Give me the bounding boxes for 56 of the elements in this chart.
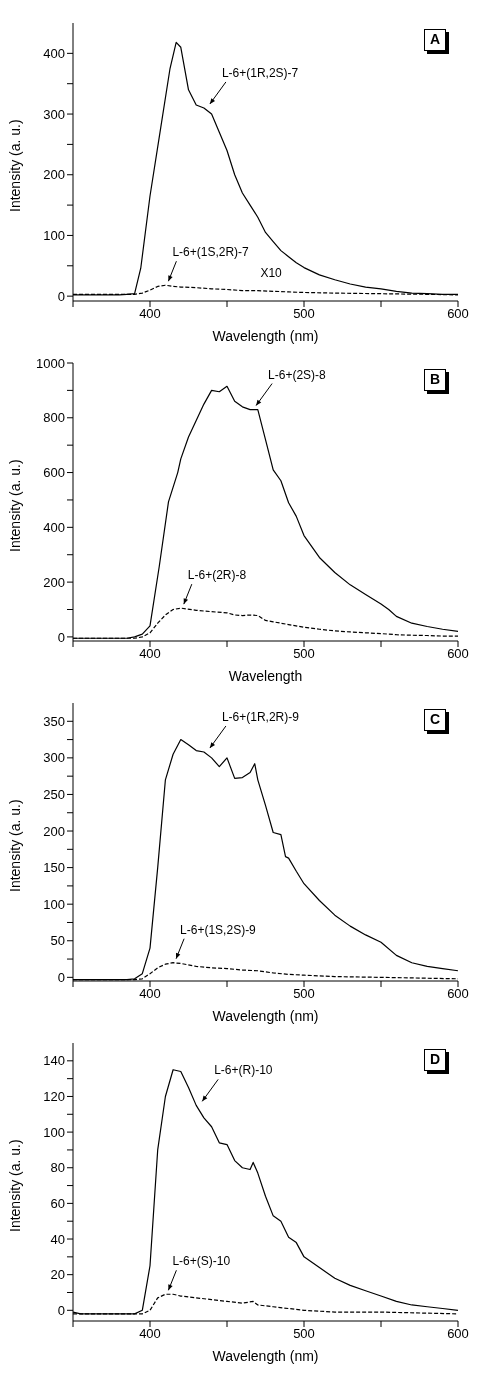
y-tick-label: 100 [43, 228, 65, 244]
y-tick-label: 400 [43, 519, 65, 535]
y-tick-label: 300 [43, 106, 65, 122]
y-tick-label: 600 [43, 465, 65, 481]
y-tick-label: 250 [43, 787, 65, 803]
y-tick-label: 0 [57, 1302, 65, 1318]
text: L-6+(1S,2R)-7 [172, 245, 250, 260]
y-tick-label: 60 [50, 1196, 65, 1211]
x-tick-label: 500 [293, 646, 315, 662]
x-axis-title: Wavelength (nm) [212, 1008, 319, 1024]
x-axis-title: Wavelength (nm) [212, 1348, 319, 1364]
text: L-6+(2S)-8 [268, 367, 327, 382]
y-tick-label: 200 [43, 574, 65, 590]
y-tick-label: 140 [43, 1053, 65, 1069]
text: L-6+(R)-10 [214, 1063, 273, 1078]
y-tick-label: 1000 [36, 355, 65, 371]
x-tick-label: 400 [139, 646, 161, 662]
y-tick-label: 150 [43, 860, 65, 876]
y-tick-label: 350 [43, 713, 65, 729]
y-tick-label: 200 [43, 167, 65, 183]
y-tick-label: 200 [43, 823, 65, 839]
y-tick-label: 0 [57, 288, 65, 304]
x-tick-label: 600 [447, 986, 469, 1002]
y-axis-title: Intensity (a. u.) [6, 119, 23, 212]
y-tick-label: 100 [43, 1124, 65, 1140]
x-tick-label: 500 [293, 1326, 315, 1342]
text: L-6+(S)-10 [172, 1254, 231, 1269]
x-tick-label: 500 [293, 306, 315, 322]
y-tick-label: 80 [50, 1160, 65, 1176]
x-tick-label: 600 [447, 306, 469, 322]
x-tick-label: 500 [293, 986, 315, 1002]
y-tick-label: 0 [57, 629, 65, 645]
x-tick-label: 400 [139, 1326, 161, 1342]
y-axis-title: Intensity (a. u.) [6, 1139, 23, 1232]
x-axis-title: Wavelength (nm) [212, 328, 319, 344]
y-axis-title: Intensity (a. u.) [6, 799, 23, 892]
y-tick-label: 20 [50, 1267, 65, 1283]
y-tick-label: 40 [50, 1231, 65, 1247]
x-tick-label: 400 [139, 986, 161, 1002]
x-tick-label: 600 [447, 1326, 469, 1342]
text: L-6+(1R,2R)-9 [221, 710, 300, 725]
text: L-6+(1R,2S)-7 [221, 65, 299, 80]
y-tick-label: 0 [57, 969, 65, 985]
x-tick-label: 600 [447, 646, 469, 662]
x-tick-label: 400 [139, 306, 161, 322]
y-axis-title: Intensity (a. u.) [6, 459, 23, 552]
text: L-6+(2R)-8 [187, 568, 247, 583]
y-tick-label: 800 [43, 410, 65, 426]
text: L-6+(1S,2S)-9 [180, 922, 257, 937]
y-tick-label: 50 [50, 933, 65, 949]
y-tick-label: 400 [43, 45, 65, 61]
x-axis-title: Wavelength [228, 668, 303, 684]
y-tick-label: 100 [43, 896, 65, 912]
y-tick-label: 120 [43, 1089, 65, 1105]
annotation: X10 [260, 266, 283, 281]
y-tick-label: 300 [43, 750, 65, 766]
